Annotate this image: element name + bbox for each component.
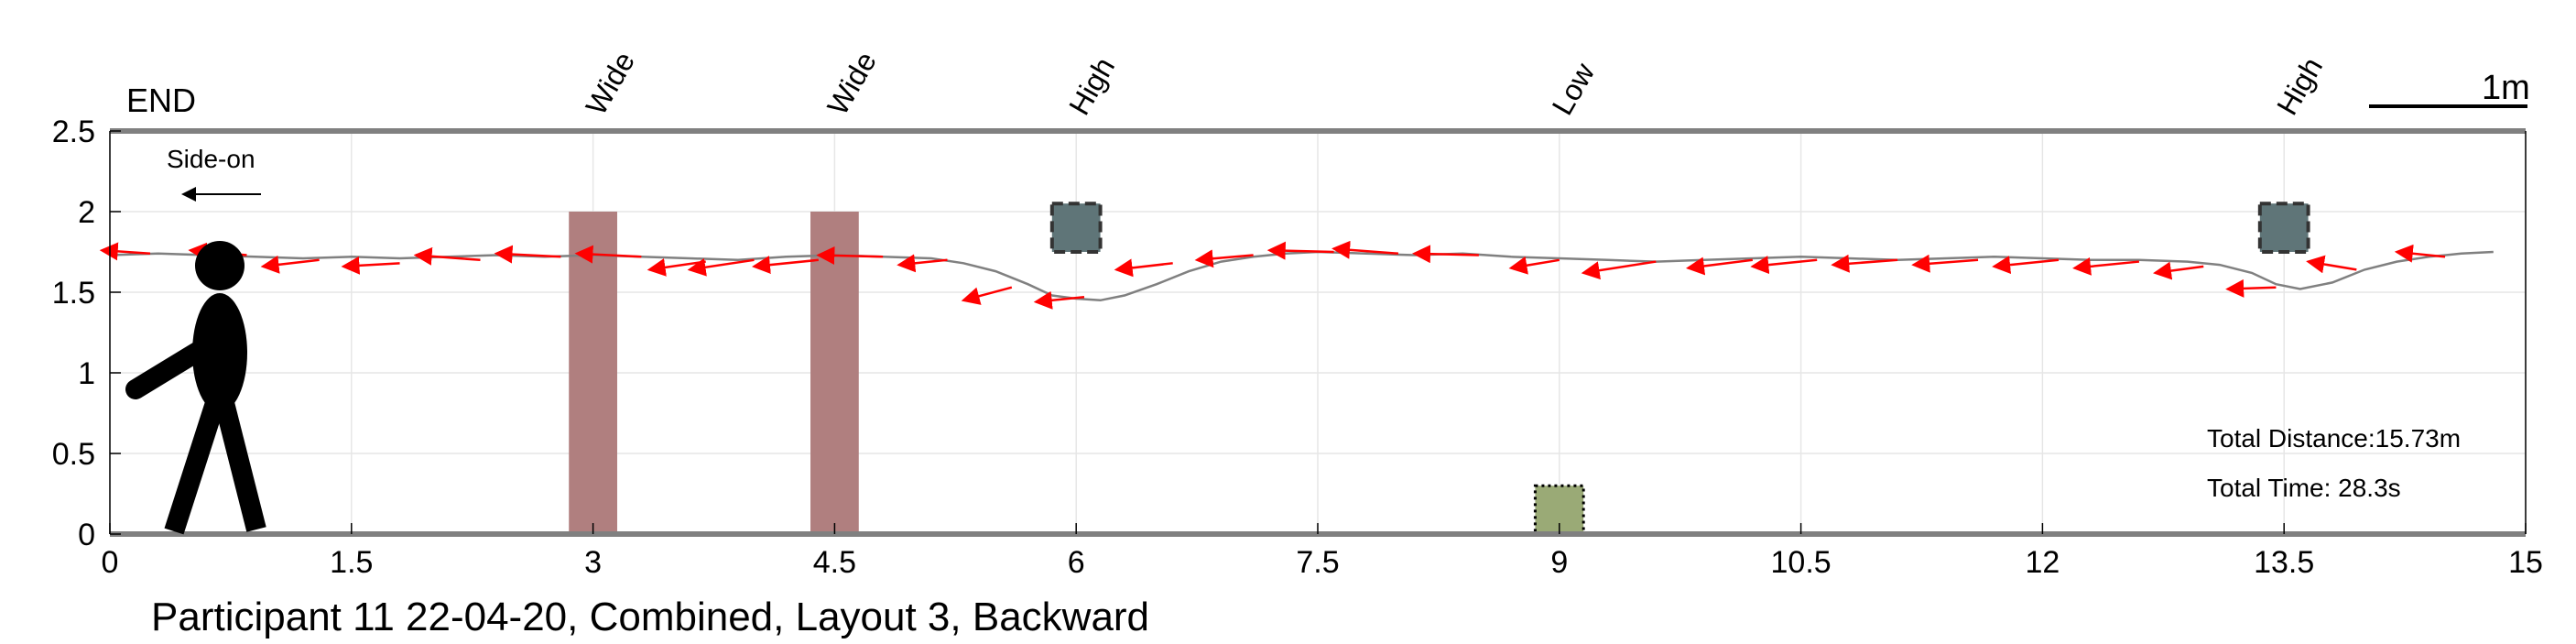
direction-arrow [961,286,1013,305]
obstacle-wide [569,212,617,534]
obstacle-label: High [2270,52,2329,121]
direction-arrow [99,242,151,261]
direction-arrow [1911,254,1979,273]
x-tick-label: 4.5 [813,545,856,580]
direction-arrow [1686,257,1753,276]
direction-arrow [413,246,481,266]
direction-arrow [1033,290,1085,310]
direction-arrow [2225,278,2277,298]
direction-arrow [2394,244,2446,263]
direction-arrow [574,245,642,264]
x-tick-label: 3 [584,545,602,580]
x-tick-label: 10.5 [1771,545,1831,580]
direction-arrow [1331,240,1399,259]
direction-arrow [1831,254,1898,273]
obstacle-high [1049,202,1103,254]
direction-arrow [2153,261,2204,280]
grid-lines [109,130,2527,535]
y-tick-label: 0 [78,518,95,552]
direction-arrow [687,257,755,277]
y-tick-label: 2 [78,195,95,230]
obstacle-wide [810,212,859,534]
x-tick-label: 1.5 [330,545,373,580]
x-tick-label: 9 [1550,545,1568,580]
direction-arrow [341,256,400,275]
scale-bar-label: 1m [2482,69,2530,107]
direction-arrow [1412,245,1479,264]
x-tick-label: 0 [102,545,119,580]
walker-figure-icon [125,241,266,535]
direction-arrow [2306,255,2357,274]
total-distance: Total Distance:15.73m [2207,424,2461,453]
direction-arrow [2072,257,2140,276]
direction-arrow [1194,249,1254,268]
direction-arrow [751,256,819,275]
obstacle-high [2257,202,2310,254]
x-tick-label: 7.5 [1296,545,1339,580]
tick-labels: 0 1.5 3 4.5 6 7.5 9 10.5 12 13.5 15 0 0.5 1 1.5 2 2.5 [52,115,2543,580]
obstacle-label: Low [1546,57,1602,121]
y-tick-label: 2.5 [52,115,95,149]
direction-arrow [1266,241,1334,260]
obstacle-label: High [1062,52,1121,121]
chart-title: Participant 11 22-04-20, Combined, Layou… [151,595,1149,639]
direction-arrow [260,255,320,274]
obstacles [569,202,2310,536]
y-tick-label: 1 [78,356,95,391]
direction-arrow [1581,260,1657,280]
direction-arrow [816,246,884,265]
obstacle-labels: Wide Wide High Low High [579,46,2329,120]
obstacle-label: Wide [579,46,641,120]
direction-arrow [897,254,948,273]
x-tick-label: 13.5 [2254,545,2314,580]
x-tick-label: 15 [2508,545,2543,580]
view-label: Side-on [167,145,255,173]
direction-arrow [1992,256,2060,275]
x-tick-label: 6 [1068,545,1085,580]
x-tick-label: 12 [2025,545,2060,580]
direction-arrow [1508,256,1560,275]
y-tick-label: 0.5 [52,437,95,472]
direction-arrow [494,245,561,264]
total-time: Total Time: 28.3s [2207,474,2401,502]
end-label: END [126,82,196,119]
y-tick-label: 1.5 [52,276,95,311]
direction-arrow [1114,258,1173,278]
direction-arrow [1750,256,1818,275]
obstacle-label: Wide [821,46,883,120]
